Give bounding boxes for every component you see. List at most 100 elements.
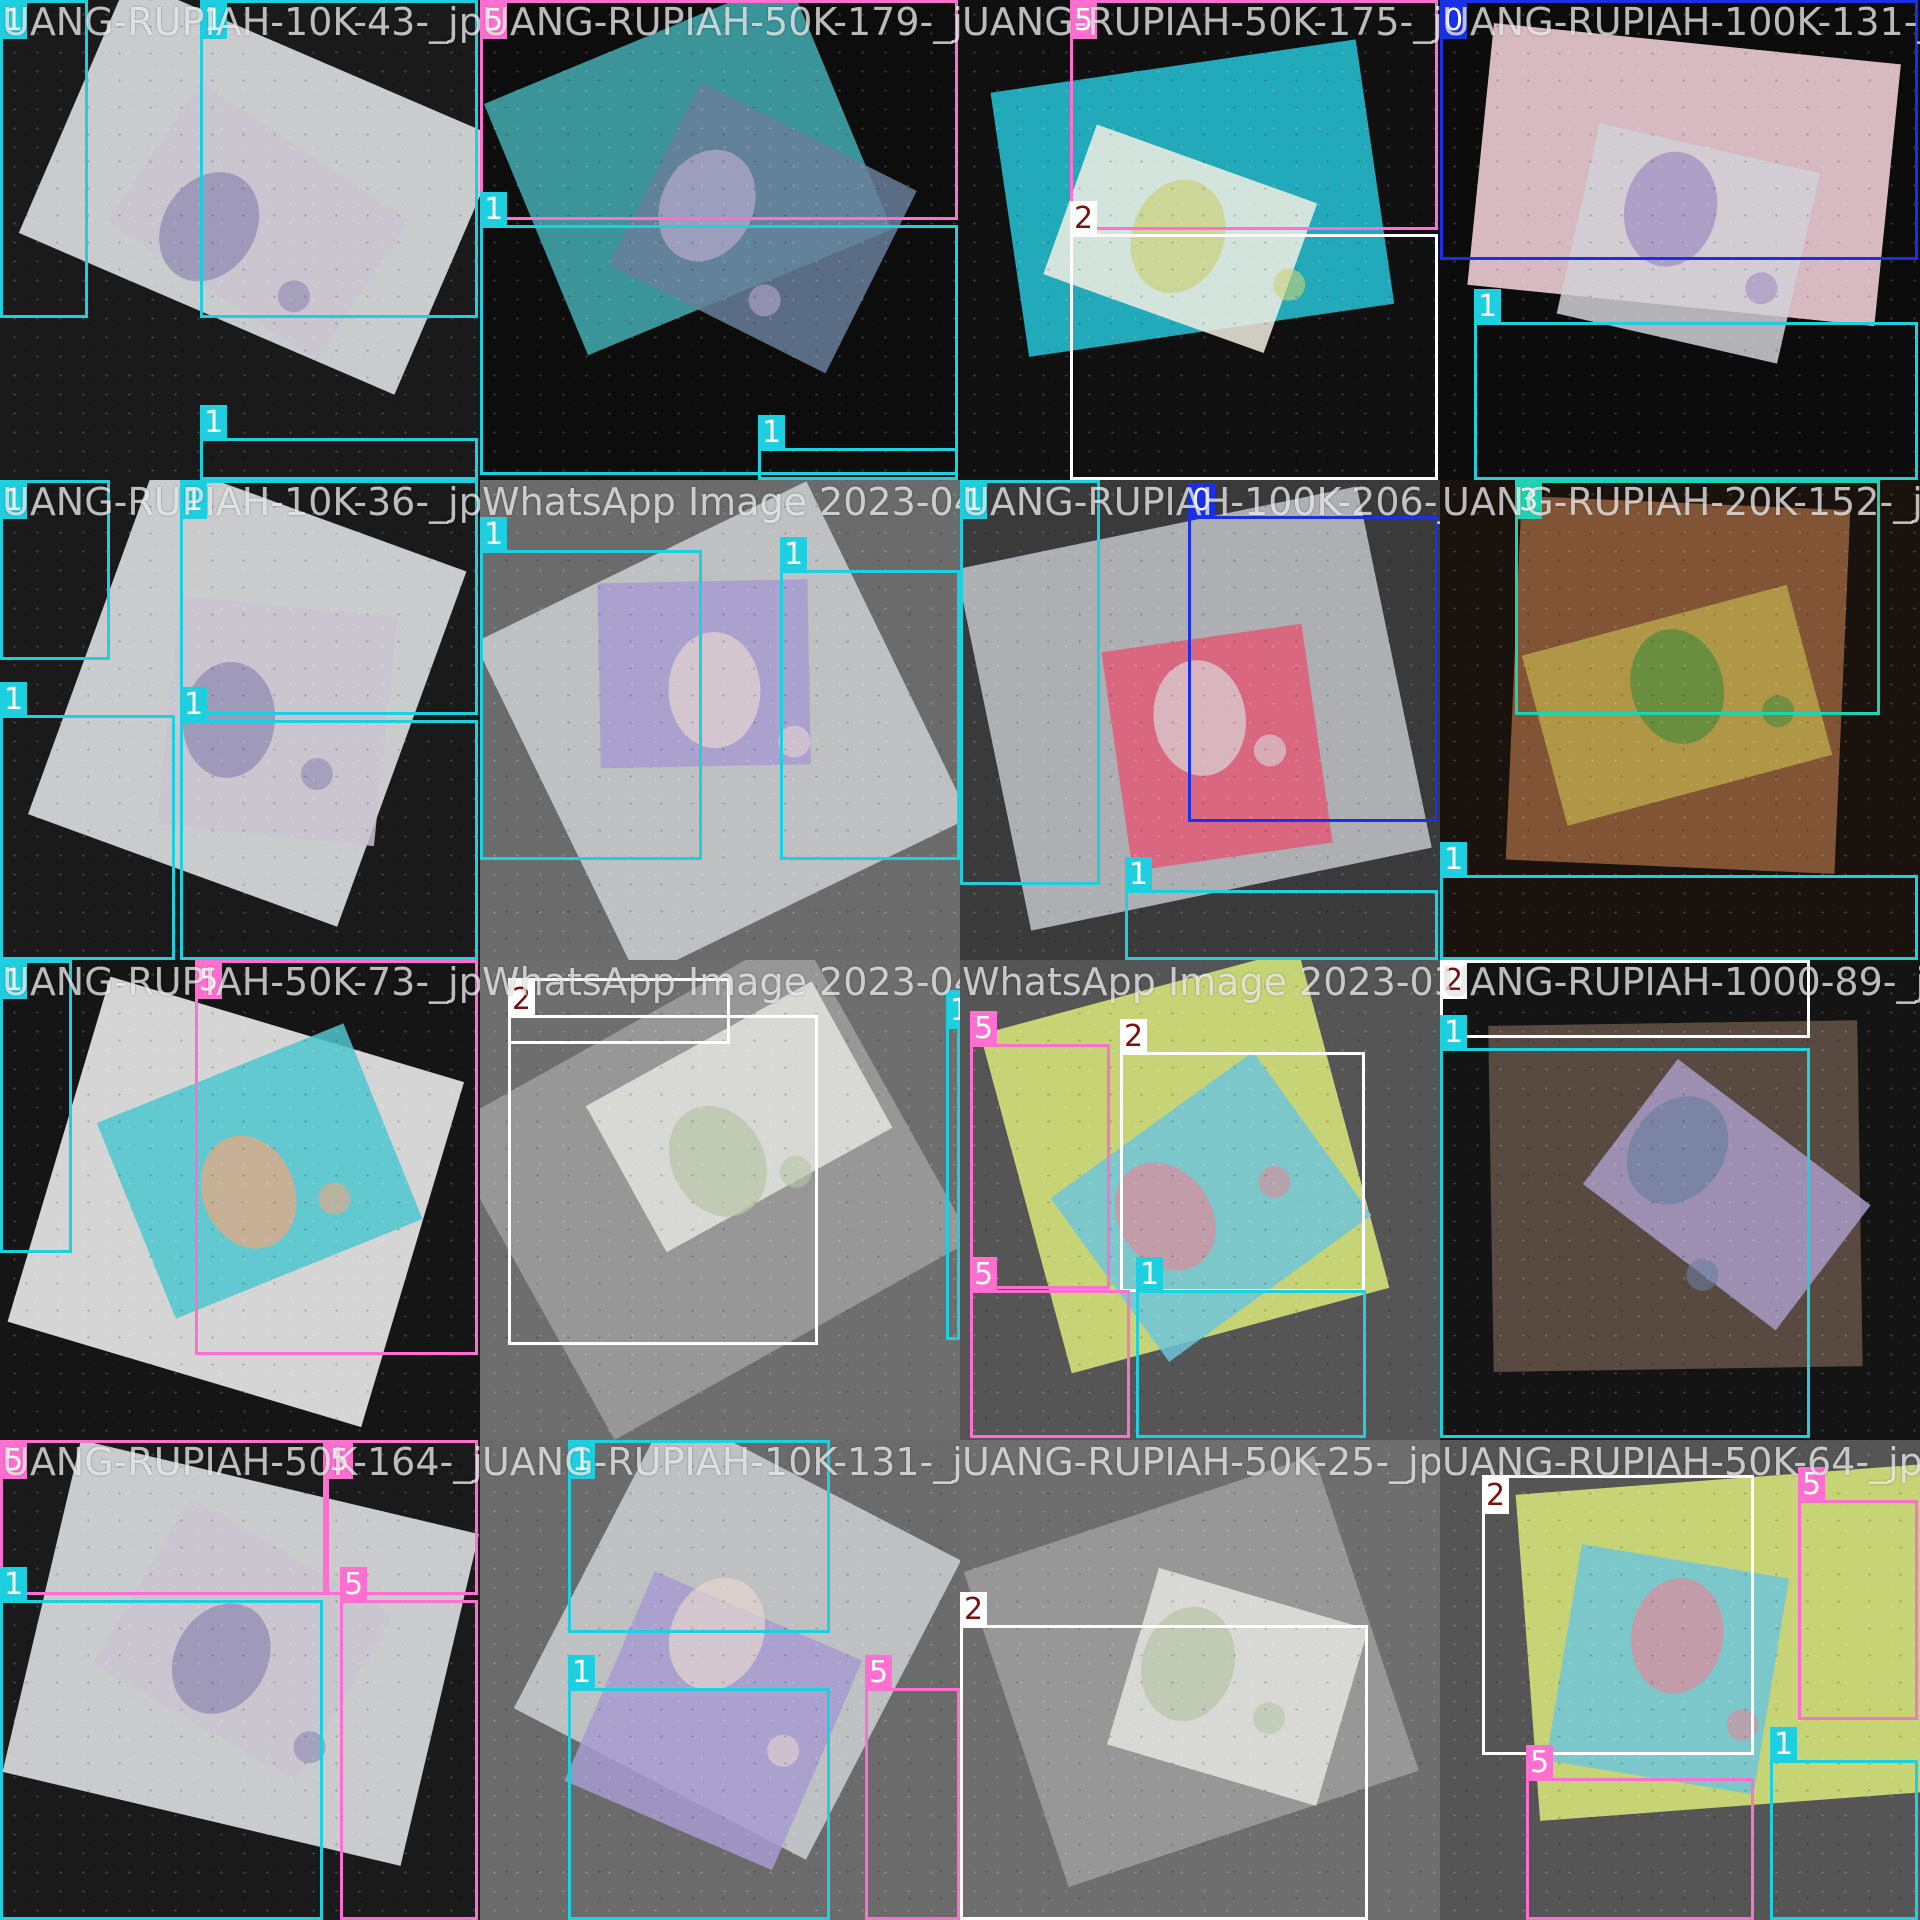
bbox-label: 1 [180,687,207,723]
bbox-label: 1 [0,483,27,519]
bbox-class-3: 3 [1515,480,1880,715]
bbox-class-2: 2 [1070,234,1438,480]
bbox-label: 5 [865,1655,892,1691]
bbox-class-1: 1 [180,480,478,715]
bbox-class-1: 1 [0,960,72,1253]
bbox-label: 1 [568,1443,595,1479]
bbox-label: 5 [1070,3,1097,39]
bbox-class-0: 0 [1188,516,1438,822]
bbox-class-1: 1 [0,715,175,960]
bbox-label: 1 [960,483,987,519]
bbox-class-1: 1 [200,0,478,318]
bbox-label: 1 [946,993,960,1029]
bbox-class-5: 5 [970,1044,1110,1289]
bbox-label: 2 [1120,1019,1147,1055]
bbox-label: 1 [1125,857,1152,893]
bbox-class-5: 5 [0,1440,326,1595]
bbox-label: 5 [1798,1467,1825,1503]
bbox-label: 1 [480,192,507,228]
bbox-label: 1 [0,3,27,39]
bbox-class-1: 1 [480,550,702,860]
bbox-class-2: 2 [508,1015,818,1345]
bbox-label: 5 [970,1011,997,1047]
bbox-class-1: 1 [960,480,1100,885]
bbox-class-1: 1 [1125,890,1438,960]
bbox-class-1: 1 [758,448,958,480]
bbox-label: 0 [1188,483,1215,519]
bbox-label: 1 [780,537,807,573]
bbox-label: 1 [480,517,507,553]
bbox-class-5: 5 [865,1688,960,1920]
bbox-class-1: 1 [0,0,88,318]
bbox-class-5: 5 [1798,1500,1918,1720]
bbox-label: 1 [1440,1015,1467,1051]
bbox-class-1: 1 [180,720,478,960]
bbox-class-1: 1 [0,480,110,660]
bbox-label: 1 [0,1567,27,1603]
bbox-label: 1 [180,483,207,519]
bbox-label: 5 [326,1443,353,1479]
bbox-label: 1 [1440,842,1467,878]
bbox-label: 1 [758,415,785,451]
bbox-label: 5 [0,1443,27,1479]
bbox-class-1: 1 [568,1688,830,1920]
bbox-label: 2 [508,982,535,1018]
bbox-class-1: 1 [200,438,478,480]
bbox-label: 1 [0,682,27,718]
bbox-label: 2 [1482,1478,1509,1514]
bbox-class-1: 1 [780,570,960,860]
bbox-class-1: 1 [1136,1290,1366,1438]
bbox-label: 2 [1440,963,1467,999]
bbox-class-0: 0 [1440,0,1918,260]
bbox-class-2: 2 [1482,1475,1754,1755]
bbox-class-1: 1 [0,1600,323,1920]
bbox-label: 0 [1440,3,1467,39]
bbox-class-5: 5 [1070,0,1438,230]
bbox-label: 1 [1770,1727,1797,1763]
bbox-label: 1 [0,963,27,999]
bbox-label: 5 [340,1567,367,1603]
bbox-class-5: 5 [970,1290,1130,1438]
mosaic-tile: 221WhatsApp Image 2023-04-25 at [480,960,960,1440]
bbox-label: 5 [970,1257,997,1293]
bbox-class-1: 1 [1440,875,1918,960]
bbox-class-2: 2 [1120,1052,1365,1292]
bbox-class-1: 1 [1440,1048,1810,1438]
bbox-class-1: 1 [946,990,960,1340]
bbox-class-1: 1 [1770,1760,1918,1920]
bbox-label: 5 [1526,1745,1553,1781]
bbox-label: 1 [1474,289,1501,325]
bbox-class-5: 5 [195,960,478,1355]
bbox-label: 3 [1515,483,1542,519]
bbox-label: 1 [200,405,227,441]
bbox-class-5: 5 [340,1600,478,1920]
bbox-class-5: 5 [480,0,958,220]
bbox-class-5: 5 [1526,1778,1754,1920]
bbox-label: 1 [200,3,227,39]
bbox-label: 2 [1070,201,1097,237]
bbox-label: 2 [960,1592,987,1628]
bbox-class-1: 1 [568,1440,830,1633]
bbox-label: 5 [480,3,507,39]
bbox-label: 5 [195,963,222,999]
bbox-label: 1 [1136,1257,1163,1293]
bbox-class-1: 1 [1474,322,1918,480]
bbox-class-2: 2 [960,1625,1368,1920]
bbox-class-2: 2 [1440,960,1810,1038]
